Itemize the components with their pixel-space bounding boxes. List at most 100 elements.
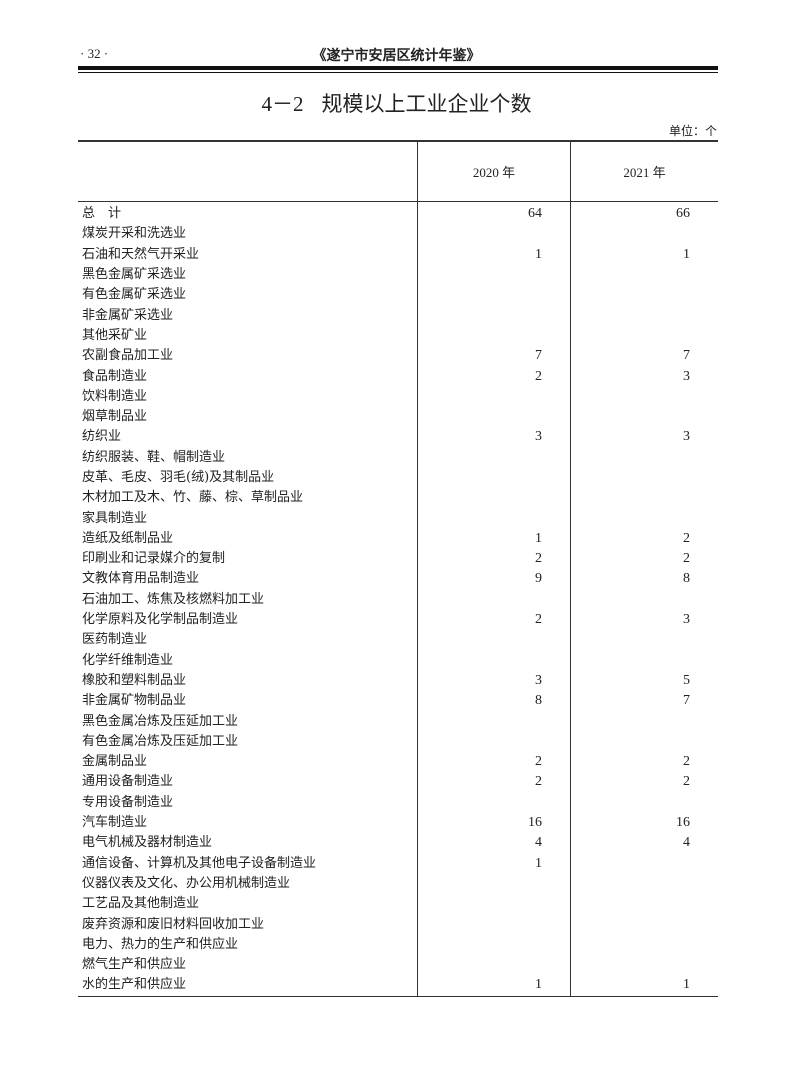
book-title: 《遂宁市安居区统计年鉴》 — [312, 48, 481, 64]
value-2021 — [570, 853, 718, 874]
value-2021 — [570, 873, 718, 895]
table-row: 有色金属冶炼及压延加工业 — [78, 731, 718, 753]
column-header-2021: 2021 年 — [570, 140, 718, 202]
table-row: 皮革、毛皮、羽毛(绒)及其制品业 — [78, 467, 718, 489]
value-2020: 4 — [417, 833, 571, 854]
table-row: 电气机械及器材制造业 4 4 — [78, 833, 718, 854]
row-label: 饮料制造业 — [82, 388, 148, 404]
row-label: 电气机械及器材制造业 — [82, 835, 213, 851]
table-row: 燃气生产和供应业 — [78, 954, 718, 976]
table-row: 汽车制造业 16 16 — [78, 812, 718, 834]
value-2021 — [570, 934, 718, 955]
value-2020: 3 — [417, 670, 571, 692]
value-2020 — [417, 447, 571, 468]
table-row: 工艺品及其他制造业 — [78, 894, 718, 915]
header-rule-thin — [78, 72, 718, 73]
value-2021 — [570, 630, 718, 651]
page-number: · 32 · — [80, 46, 109, 61]
row-label: 汽车制造业 — [82, 815, 148, 831]
value-2020 — [417, 792, 571, 813]
value-2020: 16 — [417, 812, 571, 834]
table-row: 食品制造业 2 3 — [78, 366, 718, 387]
table-row: 造纸及纸制品业 1 2 — [78, 528, 718, 550]
row-label: 家具制造业 — [82, 510, 148, 526]
row-label: 废弃资源和废旧材料回收加工业 — [82, 916, 265, 932]
table-row: 农副食品加工业 7 7 — [78, 346, 718, 367]
value-2021 — [570, 406, 718, 428]
value-2020: 1 — [417, 853, 571, 874]
row-label: 专用设备制造业 — [82, 794, 174, 810]
table-row: 纺织业 3 3 — [78, 427, 718, 448]
value-2020: 2 — [417, 609, 571, 631]
table-row: 石油和天然气开采业 1 1 — [78, 244, 718, 265]
value-2020 — [417, 224, 571, 245]
row-label: 化学原料及化学制品制造业 — [82, 612, 239, 628]
value-2020 — [417, 285, 571, 306]
value-2021 — [570, 954, 718, 976]
value-2021: 3 — [570, 366, 718, 387]
row-label: 农副食品加工业 — [82, 348, 174, 364]
row-label: 非金属矿采选业 — [82, 307, 174, 323]
value-2021 — [570, 447, 718, 468]
value-2020: 2 — [417, 366, 571, 387]
value-2020 — [417, 406, 571, 428]
value-2020 — [417, 386, 571, 407]
value-2020 — [417, 325, 571, 347]
value-2020: 1 — [417, 244, 571, 265]
value-2021 — [570, 792, 718, 813]
value-2021 — [570, 914, 718, 935]
value-2021 — [570, 224, 718, 245]
value-2020: 7 — [417, 346, 571, 367]
row-label: 石油加工、炼焦及核燃料加工业 — [82, 591, 265, 607]
value-2020: 2 — [417, 752, 571, 773]
value-2020 — [417, 264, 571, 286]
data-table: 2020 年 2021 年 总 计 64 66 煤炭开采和洗选业 石油和天然气开采业 1 1… — [78, 140, 718, 997]
row-label: 食品制造业 — [82, 368, 148, 384]
value-2020 — [417, 630, 571, 651]
table-row: 通用设备制造业 2 2 — [78, 772, 718, 793]
value-2020: 3 — [417, 427, 571, 448]
value-2021: 2 — [570, 752, 718, 773]
table-title-text: 规模以上工业企业个数 — [321, 92, 532, 116]
table-row: 化学纤维制造业 — [78, 650, 718, 671]
unit-label: 单位：个 — [668, 124, 717, 138]
table-row: 非金属矿采选业 — [78, 305, 718, 326]
table-row: 石油加工、炼焦及核燃料加工业 — [78, 589, 718, 610]
table-row: 电力、热力的生产和供应业 — [78, 934, 718, 955]
value-2021 — [570, 589, 718, 610]
table-row: 煤炭开采和洗选业 — [78, 224, 718, 245]
value-2020: 8 — [417, 691, 571, 712]
value-2020 — [417, 914, 571, 935]
row-label: 造纸及纸制品业 — [82, 530, 174, 546]
row-label: 通信设备、计算机及其他电子设备制造业 — [82, 855, 317, 871]
row-label: 文教体育用品制造业 — [82, 571, 200, 587]
row-label: 燃气生产和供应业 — [82, 957, 187, 973]
value-2020 — [417, 589, 571, 610]
row-label: 纺织业 — [82, 429, 122, 445]
value-2021: 8 — [570, 569, 718, 590]
row-label: 皮革、毛皮、羽毛(绒)及其制品业 — [82, 470, 275, 485]
row-label: 通用设备制造业 — [82, 774, 174, 790]
table-row: 废弃资源和废旧材料回收加工业 — [78, 914, 718, 935]
table-title: 4－2 规模以上工业企业个数 — [0, 88, 793, 118]
value-2021: 3 — [570, 609, 718, 631]
value-2020: 9 — [417, 569, 571, 590]
value-2021 — [570, 285, 718, 306]
table-row: 橡胶和塑料制品业 3 5 — [78, 670, 718, 692]
value-2020 — [417, 873, 571, 895]
table-row: 木材加工及木、竹、藤、棕、草制品业 — [78, 488, 718, 509]
row-label: 金属制品业 — [82, 754, 148, 770]
value-2021 — [570, 650, 718, 671]
value-2021 — [570, 386, 718, 407]
table-row: 家具制造业 — [78, 508, 718, 529]
value-2020: 2 — [417, 549, 571, 570]
value-2020 — [417, 305, 571, 326]
value-2021: 2 — [570, 772, 718, 793]
row-label: 纺织服装、鞋、帽制造业 — [82, 449, 226, 465]
value-2020: 1 — [417, 975, 571, 997]
value-2021 — [570, 467, 718, 489]
value-2021: 2 — [570, 549, 718, 570]
value-2021: 2 — [570, 528, 718, 550]
table-row: 医药制造业 — [78, 630, 718, 651]
value-2020: 2 — [417, 772, 571, 793]
